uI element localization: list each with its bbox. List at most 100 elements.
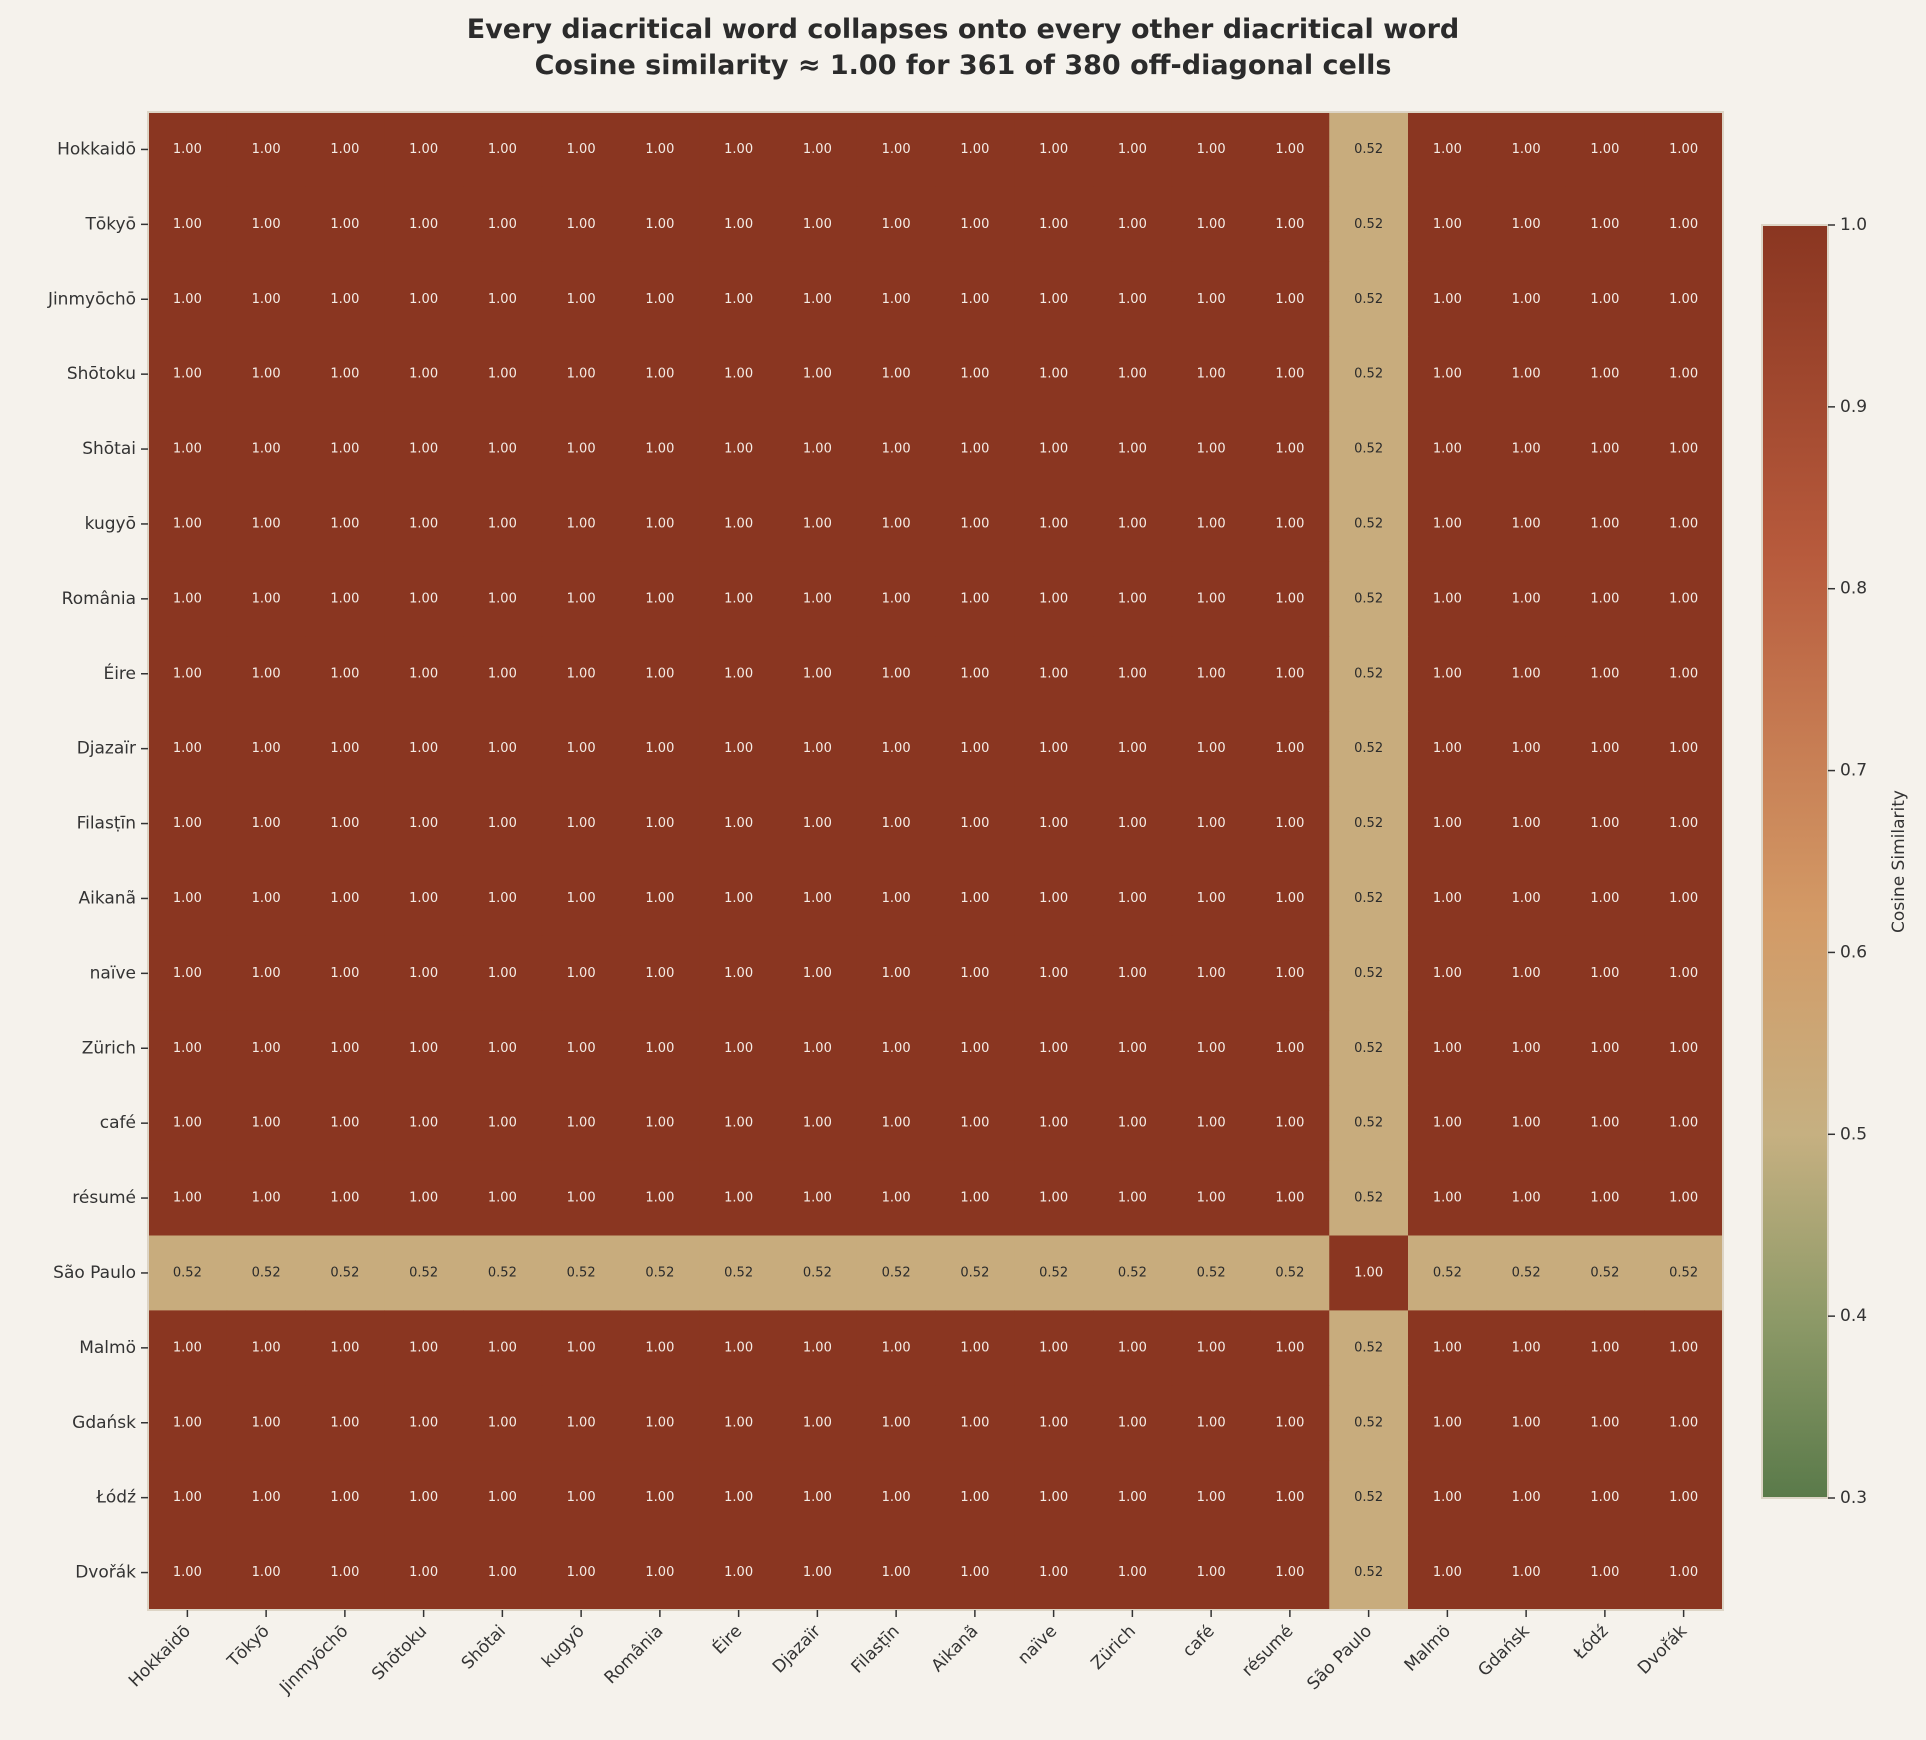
heatmap-cell bbox=[1014, 1085, 1094, 1162]
heatmap-cell bbox=[1014, 711, 1094, 787]
heatmap-cell bbox=[1250, 935, 1330, 1012]
cell-value-label: 1.00 bbox=[330, 1191, 359, 1206]
heatmap-cell bbox=[620, 486, 700, 562]
cell-value-label: 1.00 bbox=[330, 741, 359, 756]
heatmap-cell bbox=[935, 411, 1015, 487]
heatmap-cell bbox=[1014, 636, 1094, 712]
cell-value-label: 1.00 bbox=[645, 591, 674, 606]
heatmap-cell bbox=[778, 861, 858, 937]
heatmap-cell bbox=[1408, 1085, 1488, 1162]
cell-value-label: 1.00 bbox=[488, 217, 517, 232]
cell-value-label: 1.00 bbox=[1118, 966, 1147, 981]
cell-value-label: 1.00 bbox=[173, 1116, 202, 1131]
cell-value-label: 1.00 bbox=[960, 741, 989, 756]
cell-value-label: 1.00 bbox=[1590, 1041, 1619, 1056]
heatmap-cell bbox=[148, 711, 228, 787]
heatmap-cell bbox=[1093, 261, 1173, 338]
cell-value-label: 1.00 bbox=[330, 292, 359, 307]
heatmap-cell bbox=[1408, 411, 1488, 487]
heatmap-cell bbox=[226, 786, 306, 862]
heatmap-cell bbox=[1250, 486, 1330, 562]
cell-value-label: 1.00 bbox=[488, 1490, 517, 1505]
heatmap-cell bbox=[1644, 561, 1724, 637]
heatmap-cell bbox=[699, 186, 779, 263]
heatmap-cell bbox=[1329, 411, 1409, 487]
cell-value-label: 1.00 bbox=[252, 1415, 281, 1430]
cell-value-label: 1.00 bbox=[488, 966, 517, 981]
cell-value-label: 1.00 bbox=[1039, 1340, 1068, 1355]
cell-value-label: 1.00 bbox=[724, 741, 753, 756]
heatmap-cell bbox=[541, 1385, 621, 1461]
heatmap-cell bbox=[699, 486, 779, 562]
heatmap-cell bbox=[1250, 1535, 1330, 1611]
heatmap-cell bbox=[1644, 711, 1724, 787]
heatmap-cell bbox=[1565, 1235, 1645, 1311]
cell-value-label: 1.00 bbox=[1039, 1116, 1068, 1131]
cell-value-label: 1.00 bbox=[1669, 442, 1698, 457]
cell-value-label: 1.00 bbox=[1512, 292, 1541, 307]
heatmap-cell bbox=[699, 1310, 779, 1386]
heatmap-cell bbox=[856, 1385, 936, 1461]
cell-value-label: 1.00 bbox=[409, 1490, 438, 1505]
y-tick-label: Éire bbox=[103, 662, 136, 684]
cell-value-label: 1.00 bbox=[409, 516, 438, 531]
cell-value-label: 1.00 bbox=[1590, 1116, 1619, 1131]
cell-value-label: 1.00 bbox=[882, 442, 911, 457]
heatmap-cell bbox=[463, 711, 543, 787]
cell-value-label: 1.00 bbox=[409, 1116, 438, 1131]
cell-value-label: 1.00 bbox=[882, 1041, 911, 1056]
heatmap-cell bbox=[1565, 636, 1645, 712]
cell-value-label: 1.00 bbox=[1669, 1415, 1698, 1430]
colorbar-label: Cosine Similarity bbox=[1889, 790, 1909, 933]
heatmap-cell bbox=[1408, 711, 1488, 787]
cell-value-label: 1.00 bbox=[488, 1340, 517, 1355]
heatmap-cell bbox=[1250, 1235, 1330, 1311]
cell-value-label: 1.00 bbox=[1669, 1116, 1698, 1131]
cell-value-label: 0.52 bbox=[409, 1265, 438, 1280]
heatmap-cell bbox=[226, 336, 306, 413]
cell-value-label: 1.00 bbox=[882, 1116, 911, 1131]
cell-value-label: 0.52 bbox=[1197, 1265, 1226, 1280]
x-tick-label: Dvořák bbox=[1634, 1621, 1691, 1678]
heatmap-cell bbox=[1408, 636, 1488, 712]
heatmap-cell bbox=[148, 1160, 228, 1236]
heatmap-cell bbox=[1250, 786, 1330, 862]
heatmap-cell bbox=[1093, 486, 1173, 562]
heatmap-cell bbox=[463, 486, 543, 562]
cell-value-label: 1.00 bbox=[724, 966, 753, 981]
heatmap-cell bbox=[226, 1085, 306, 1162]
cell-value-label: 1.00 bbox=[173, 292, 202, 307]
heatmap-cell bbox=[384, 1160, 464, 1236]
heatmap-cell bbox=[935, 1235, 1015, 1311]
cell-value-label: 1.00 bbox=[1275, 891, 1304, 906]
cell-value-label: 1.00 bbox=[330, 1415, 359, 1430]
heatmap-cell bbox=[384, 1535, 464, 1611]
heatmap-cell bbox=[1644, 486, 1724, 562]
heatmap-cell bbox=[620, 1310, 700, 1386]
cell-value-label: 1.00 bbox=[645, 1340, 674, 1355]
heatmap-cell bbox=[1329, 786, 1409, 862]
heatmap-cell bbox=[699, 1535, 779, 1611]
cell-value-label: 1.00 bbox=[645, 1191, 674, 1206]
heatmap-cell bbox=[1565, 861, 1645, 937]
heatmap-cell bbox=[620, 411, 700, 487]
cell-value-label: 0.52 bbox=[1354, 1415, 1383, 1430]
cell-value-label: 1.00 bbox=[488, 1116, 517, 1131]
heatmap-cell bbox=[935, 861, 1015, 937]
cell-value-label: 1.00 bbox=[882, 516, 911, 531]
heatmap-cell bbox=[1644, 786, 1724, 862]
heatmap-cell bbox=[1644, 1235, 1724, 1311]
heatmap-cell bbox=[148, 186, 228, 263]
cell-value-label: 1.00 bbox=[1275, 442, 1304, 457]
heatmap-cell bbox=[1644, 1085, 1724, 1162]
cell-value-label: 1.00 bbox=[1197, 816, 1226, 831]
cell-value-label: 1.00 bbox=[488, 1191, 517, 1206]
heatmap-cell bbox=[1565, 261, 1645, 338]
heatmap-cell bbox=[541, 186, 621, 263]
heatmap-cell bbox=[1014, 336, 1094, 413]
heatmap-cell bbox=[1329, 261, 1409, 338]
heatmap-cell bbox=[1644, 411, 1724, 487]
cell-value-label: 1.00 bbox=[1433, 666, 1462, 681]
cell-value-label: 1.00 bbox=[567, 1116, 596, 1131]
heatmap-cell bbox=[1014, 1010, 1094, 1087]
